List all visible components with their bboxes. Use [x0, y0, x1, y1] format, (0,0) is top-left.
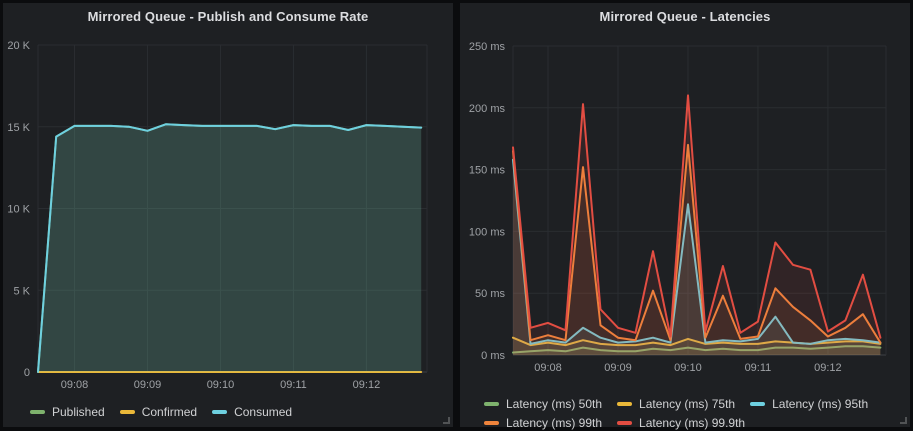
- x-tick-label: 09:11: [280, 379, 307, 389]
- legend-swatch-icon: [212, 409, 228, 414]
- legend-swatch-icon: [119, 409, 135, 414]
- legend-item-confirmed[interactable]: Confirmed: [119, 403, 198, 420]
- legend-item-latency-ms-99-9th[interactable]: Latency (ms) 99.9th: [617, 414, 745, 431]
- legend-item-latency-ms-75th[interactable]: Latency (ms) 75th: [617, 395, 735, 412]
- y-tick-label: 0 ms: [481, 350, 505, 362]
- x-tick-label: 09:08: [61, 379, 89, 389]
- legend-label: Latency (ms) 75th: [639, 396, 736, 411]
- panel-resize-handle-icon[interactable]: [900, 417, 907, 424]
- y-tick-label: 10 K: [7, 204, 30, 216]
- legend-label: Latency (ms) 95th: [772, 396, 869, 411]
- y-tick-label: 250 ms: [469, 41, 506, 53]
- x-tick-label: 09:10: [674, 362, 702, 374]
- legend-swatch-icon: [750, 401, 766, 406]
- legend-label: Latency (ms) 99th: [506, 415, 603, 430]
- latencies-chart[interactable]: 0 ms 50 ms 100 ms 150 ms 200 ms 250 ms 09:08 09…: [460, 29, 910, 389]
- legend-swatch-icon: [30, 409, 45, 414]
- legend-item-published[interactable]: Published: [30, 403, 105, 420]
- legend-label: Latency (ms) 99.9th: [639, 415, 746, 430]
- legend-label: Consumed: [234, 404, 293, 419]
- legend-label: Published: [52, 404, 105, 419]
- legend-item-latency-ms-99th[interactable]: Latency (ms) 99th: [484, 414, 602, 431]
- publish-consume-chart[interactable]: 0 5 K 10 K 15 K 20 K 09:08 09:09 09:10 09:11 09:1…: [3, 29, 453, 389]
- panel-resize-handle-icon[interactable]: [443, 417, 450, 424]
- panel-header[interactable]: Mirrored Queue - Publish and Consume Rat…: [3, 3, 453, 29]
- legend-label: Latency (ms) 50th: [506, 396, 603, 411]
- series-area: [513, 337, 881, 355]
- x-tick-label: 09:08: [534, 362, 562, 374]
- x-tick-label: 09:12: [814, 362, 842, 374]
- legend-item-latency-ms-95th[interactable]: Latency (ms) 95th: [750, 395, 868, 412]
- y-tick-label: 150 ms: [469, 165, 506, 177]
- x-tick-label: 09:09: [134, 379, 162, 389]
- y-tick-label: 0: [24, 367, 30, 379]
- series-line: [512, 158, 882, 345]
- publish-consume-legend: Published Confirmed Consumed: [3, 403, 453, 420]
- y-tick-label: 100 ms: [469, 226, 506, 238]
- y-tick-label: 50 ms: [475, 288, 505, 300]
- series-line: [512, 94, 882, 339]
- y-tick-label: 15 K: [7, 122, 30, 134]
- x-tick-label: 09:11: [745, 362, 772, 374]
- y-tick-label: 200 ms: [469, 103, 506, 115]
- x-tick-label: 09:10: [207, 379, 235, 389]
- chart-canvas[interactable]: 0 5 K 10 K 15 K 20 K 09:08 09:09 09:10 09:11 09:1…: [3, 29, 453, 389]
- series-area: [38, 124, 422, 372]
- legend-item-latency-ms-50th[interactable]: Latency (ms) 50th: [484, 395, 602, 412]
- series-area: [513, 159, 881, 355]
- panel-title: Mirrored Queue - Latencies: [599, 8, 771, 24]
- x-tick-label: 09:09: [604, 362, 632, 374]
- legend-item-consumed[interactable]: Consumed: [212, 403, 292, 420]
- series-area: [38, 124, 422, 372]
- chart-canvas[interactable]: 0 ms 50 ms 100 ms 150 ms 200 ms 250 ms 09:08 09…: [460, 29, 910, 389]
- legend-swatch-icon: [617, 420, 633, 425]
- series-line: [37, 123, 423, 373]
- y-tick-label: 5 K: [13, 285, 30, 297]
- series-line: [512, 345, 882, 354]
- x-tick-label: 09:12: [353, 379, 381, 389]
- series-line: [512, 143, 882, 344]
- y-tick-label: 20 K: [7, 40, 30, 52]
- legend-swatch-icon: [484, 420, 499, 425]
- legend-label: Confirmed: [141, 404, 198, 419]
- latencies-legend: Latency (ms) 50th Latency (ms) 75th Latenc…: [460, 395, 910, 431]
- panel-latencies: Mirrored Queue - Latencies 0 ms 50 ms 100 …: [460, 3, 910, 430]
- panel-title: Mirrored Queue - Publish and Consume Rat…: [87, 8, 369, 24]
- panel-publish-consume-rate: Mirrored Queue - Publish and Consume Rat…: [3, 3, 453, 427]
- legend-swatch-icon: [484, 401, 499, 406]
- legend-swatch-icon: [617, 401, 633, 406]
- panel-header[interactable]: Mirrored Queue - Latencies: [460, 3, 910, 29]
- series-line: [512, 336, 882, 347]
